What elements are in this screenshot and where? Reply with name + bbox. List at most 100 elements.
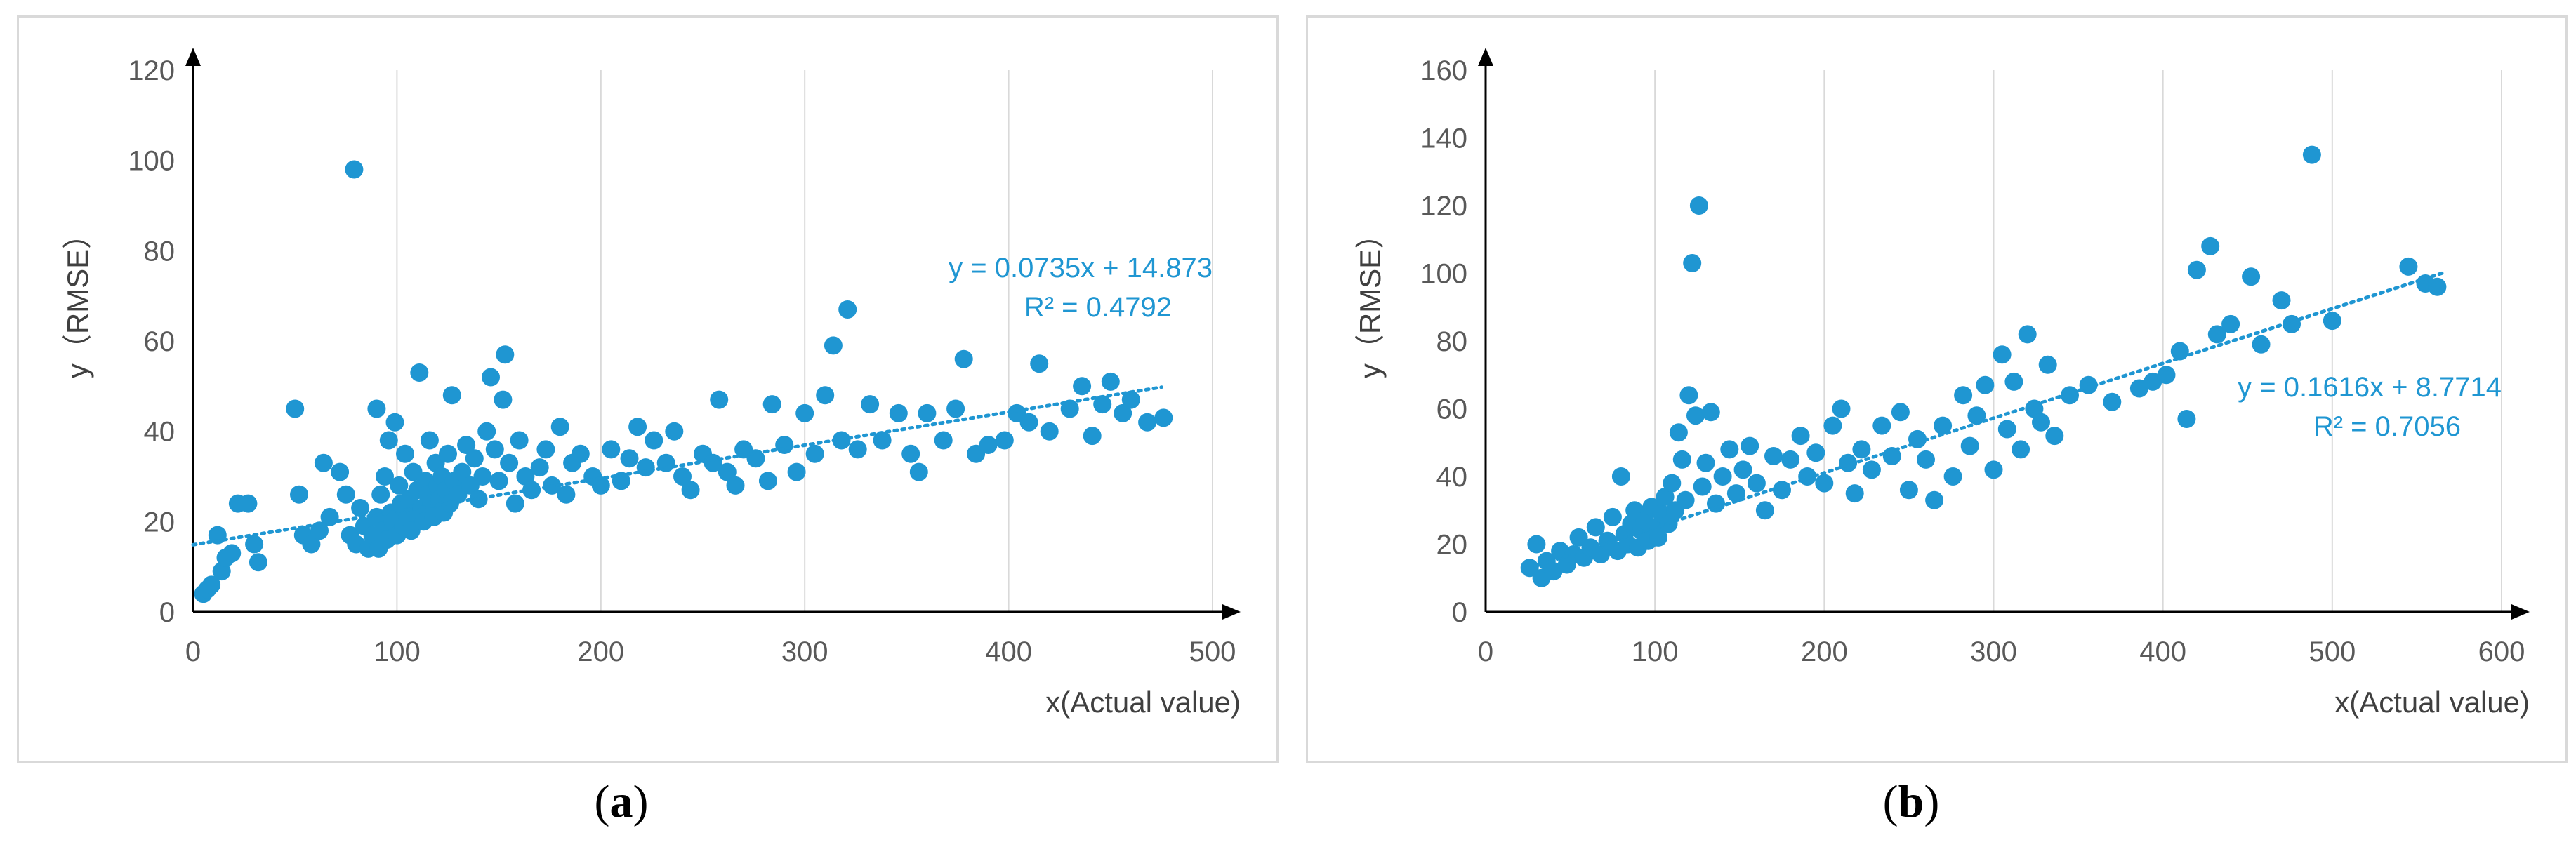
data-point [838,300,857,319]
x-axis-arrow [2511,604,2530,620]
x-tick-label: 100 [1632,636,1679,667]
data-point [2221,314,2240,333]
data-point [1741,436,1759,455]
data-point [848,440,867,459]
data-point [1154,408,1173,427]
r-squared-label: R² = 0.7056 [2313,411,2461,442]
data-point [286,399,305,418]
trendline [191,385,1163,547]
data-point [2207,325,2226,344]
data-point [1791,427,1810,446]
data-point [636,458,655,477]
data-point [1707,494,1725,513]
trendline [1526,271,2445,570]
data-point [1669,423,1688,442]
data-point [202,575,221,594]
data-point [1093,395,1112,414]
y-tick-label: 100 [128,146,175,177]
data-point [1592,545,1610,563]
data-point [2302,145,2321,164]
y-axis-arrow [1478,48,1493,66]
data-point [918,403,937,422]
y-axis-label: y（RMSE） [61,220,94,378]
y-tick-label: 20 [144,507,176,538]
data-point [1019,413,1038,432]
x-tick-label: 500 [2309,636,2356,667]
data-point [805,444,824,463]
x-axis-label: x(Actual value) [2334,686,2530,719]
data-point [442,386,461,405]
data-point [1138,413,1157,432]
data-point [536,440,555,459]
y-tick-label: 0 [1452,597,1467,628]
data-point [1806,443,1825,462]
data-point [1101,372,1120,391]
data-point [954,349,973,368]
data-point [2428,277,2447,296]
x-tick-label: 400 [985,636,1032,667]
data-point [1997,420,2016,439]
data-point [371,485,390,504]
data-point [439,444,457,463]
data-point [995,431,1014,450]
data-point [2045,427,2064,446]
data-point [665,422,684,441]
data-point [2242,267,2261,286]
data-point [530,458,549,477]
data-point [628,418,647,436]
data-point [506,494,524,513]
caption-b-letter: b [1898,776,1924,827]
y-tick-label: 60 [144,326,176,357]
data-point [367,399,386,418]
data-point [453,462,472,481]
data-point [1943,467,1962,486]
data-point [496,345,515,364]
data-point [2018,325,2037,344]
data-point [351,499,370,517]
trendline-equation: y = 0.1616x + 8.7714 [2238,372,2502,403]
data-point [1984,460,2003,479]
data-point [1611,467,1630,486]
data-point [557,485,576,504]
y-tick-label: 20 [1436,530,1468,561]
data-point [934,431,953,450]
data-point [489,472,508,490]
data-point [485,440,504,459]
data-point [571,444,590,463]
data-point [1693,477,1712,496]
chart-panel-a: 0 100 200 300 400 500 0 20 40 60 80 100 120 x(Actual … [17,15,1279,763]
data-point [239,494,258,513]
data-point [1603,507,1622,526]
data-point [2012,440,2030,459]
data-point [2399,257,2418,276]
data-point [946,399,965,418]
data-point [861,395,880,414]
scatter-chart-b: 0 100 200 300 400 500 600 0 20 40 60 80 100 120 140 160… [1354,48,2530,719]
data-point [1960,436,1979,455]
data-point [1686,406,1705,425]
y-tick-label: 80 [1436,326,1468,357]
caption-a-letter: a [609,776,633,827]
data-point [1755,501,1774,520]
r-squared-label: R² = 0.4792 [1024,292,1172,323]
data-point [2079,375,2098,394]
data-point [1701,403,1720,422]
data-point [1733,460,1752,479]
data-point [390,476,409,495]
data-point [1672,450,1691,469]
data-point [1815,474,1834,493]
data-point [816,386,835,405]
data-point [620,449,639,468]
y-tick-label: 160 [1420,55,1467,86]
data-point [420,431,439,450]
data-point [1649,528,1667,547]
data-point [1527,535,1546,554]
data-point [1689,196,1708,215]
data-point [345,160,364,179]
x-tick-label: 600 [2478,636,2525,667]
data-point [245,535,264,554]
y-axis-arrow [185,48,201,66]
data-point [2032,413,2050,432]
data-point [500,453,519,472]
data-point [1823,416,1842,435]
